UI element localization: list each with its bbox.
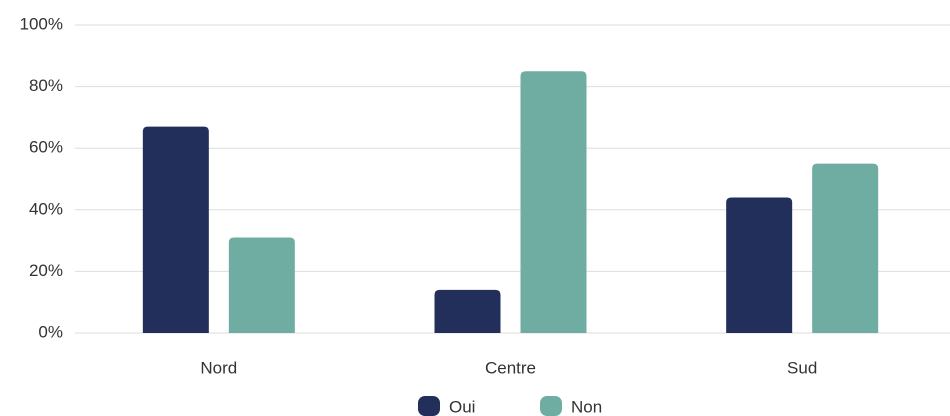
y-tick-label: 80% <box>29 76 63 95</box>
y-tick-label: 40% <box>29 199 63 218</box>
legend-marker <box>540 396 562 416</box>
y-tick-label: 20% <box>29 261 63 280</box>
bar <box>434 289 501 333</box>
legend-label: Oui <box>449 397 475 416</box>
y-tick-label: 100% <box>20 14 63 33</box>
bar <box>520 71 587 333</box>
bar <box>726 197 793 333</box>
y-tick-label: 0% <box>38 322 63 341</box>
bar <box>142 126 209 333</box>
x-tick-label: Centre <box>485 358 536 377</box>
x-tick-label: Sud <box>787 358 817 377</box>
y-tick-label: 60% <box>29 138 63 157</box>
bar <box>812 163 879 333</box>
legend-label: Non <box>571 397 602 416</box>
legend-marker <box>418 396 440 416</box>
x-tick-label: Nord <box>200 358 237 377</box>
bar <box>228 237 295 333</box>
